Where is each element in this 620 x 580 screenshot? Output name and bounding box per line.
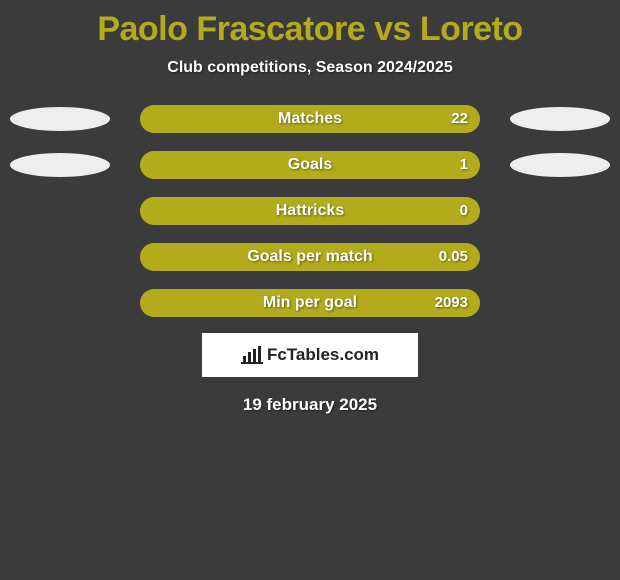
stat-label: Goals per match — [140, 243, 480, 271]
player-ellipse-left — [10, 107, 110, 131]
subtitle: Club competitions, Season 2024/2025 — [0, 59, 620, 77]
stat-row-goals-per-match: Goals per match 0.05 — [0, 243, 620, 271]
player-ellipse-left — [10, 153, 110, 177]
stat-value: 1 — [460, 151, 468, 179]
stat-label: Min per goal — [140, 289, 480, 317]
stat-value: 2093 — [435, 289, 468, 317]
brand-text: FcTables.com — [267, 345, 379, 365]
stat-row-hattricks: Hattricks 0 — [0, 197, 620, 225]
stat-label: Hattricks — [140, 197, 480, 225]
stat-row-goals: Goals 1 — [0, 151, 620, 179]
stat-value: 0 — [460, 197, 468, 225]
comparison-card: Paolo Frascatore vs Loreto Club competit… — [0, 0, 620, 580]
stat-value: 22 — [451, 105, 468, 133]
stat-row-matches: Matches 22 — [0, 105, 620, 133]
stat-row-min-per-goal: Min per goal 2093 — [0, 289, 620, 317]
date: 19 february 2025 — [0, 395, 620, 415]
page-title: Paolo Frascatore vs Loreto — [0, 0, 620, 49]
brand-badge: FcTables.com — [202, 333, 418, 377]
chart-icon — [241, 346, 263, 364]
player-ellipse-right — [510, 153, 610, 177]
stat-label: Matches — [140, 105, 480, 133]
stat-rows: Matches 22 Goals 1 Hattricks 0 Goals per… — [0, 105, 620, 317]
stat-value: 0.05 — [439, 243, 468, 271]
player-ellipse-right — [510, 107, 610, 131]
stat-label: Goals — [140, 151, 480, 179]
